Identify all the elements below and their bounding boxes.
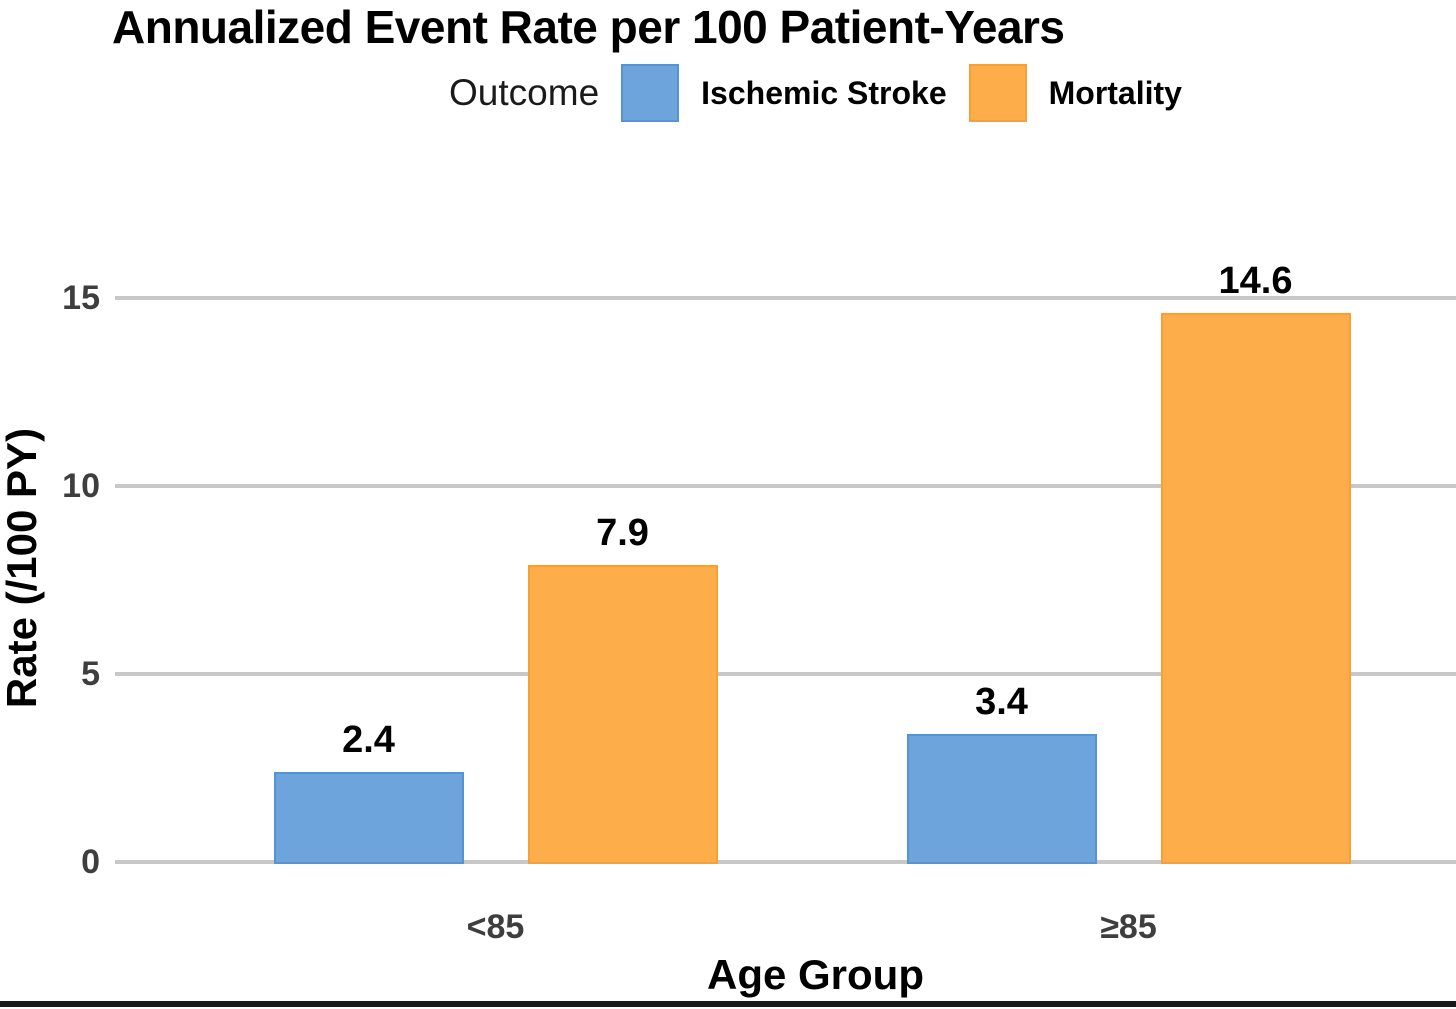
gridline-y5	[115, 672, 1456, 676]
legend-swatch-ischemic-stroke	[621, 64, 680, 122]
legend-label-mortality: Mortality	[1048, 74, 1182, 111]
value-label-mortality-group1: 7.9	[596, 512, 649, 554]
y-tick-label-10: 10	[62, 467, 100, 505]
chart-title: Annualized Event Rate per 100 Patient-Ye…	[112, 1, 1065, 53]
gridline-y15	[115, 296, 1456, 300]
y-tick-label-15: 15	[62, 279, 100, 317]
legend-swatch-mortality	[968, 64, 1027, 122]
bar-mortality-group2	[1160, 313, 1351, 864]
gridline-y10	[115, 484, 1456, 488]
bar-ischemic-stroke-group1	[273, 772, 464, 864]
gridline-y0	[115, 860, 1456, 864]
y-tick-label-0: 0	[81, 843, 100, 881]
value-label-mortality-group2: 14.6	[1218, 260, 1293, 302]
legend: Outcome Ischemic Stroke Mortality	[145, 62, 1456, 124]
x-axis-title: Age Group	[707, 951, 924, 998]
bottom-frame-line	[0, 1001, 1456, 1007]
x-tick-label-group1: <85	[466, 908, 525, 946]
x-tick-label-group2: ≥85	[1100, 908, 1157, 946]
y-tick-label-5: 5	[81, 655, 100, 693]
value-label-ischemic-stroke-group2: 3.4	[975, 681, 1028, 723]
bar-ischemic-stroke-group2	[906, 734, 1097, 864]
bar-mortality-group1	[527, 565, 718, 864]
value-label-ischemic-stroke-group1: 2.4	[342, 719, 395, 761]
legend-label-ischemic-stroke: Ischemic Stroke	[701, 74, 947, 111]
legend-title: Outcome	[449, 72, 600, 113]
